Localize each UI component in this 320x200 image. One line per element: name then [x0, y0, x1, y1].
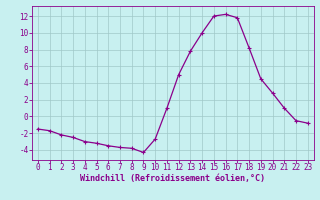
X-axis label: Windchill (Refroidissement éolien,°C): Windchill (Refroidissement éolien,°C): [80, 174, 265, 183]
